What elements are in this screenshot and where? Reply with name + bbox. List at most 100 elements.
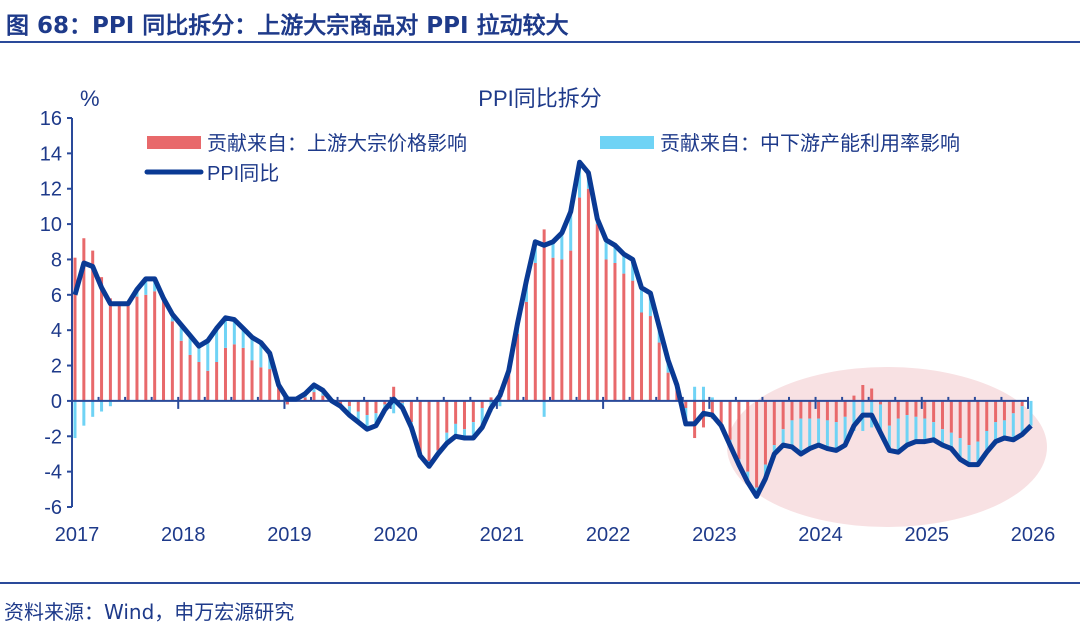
- legend-label-midstream: 贡献来自：中下游产能利用率影响: [660, 132, 960, 155]
- bar-midstream: [392, 400, 396, 414]
- y-tick-label: 4: [51, 320, 62, 342]
- bar-upstream: [480, 400, 484, 408]
- bar-upstream: [285, 400, 289, 405]
- bar-upstream: [852, 395, 856, 401]
- bar-midstream: [259, 342, 263, 368]
- bar-upstream: [153, 291, 157, 401]
- bar-midstream: [604, 240, 608, 260]
- bar-midstream: [480, 407, 484, 428]
- bar-upstream: [994, 400, 998, 423]
- bar-midstream: [958, 438, 962, 460]
- bar-upstream: [808, 400, 812, 419]
- bar-midstream: [365, 415, 369, 430]
- x-tick-label: 2020: [373, 524, 418, 546]
- bar-upstream: [790, 400, 794, 421]
- bar-upstream: [640, 312, 644, 401]
- bar-upstream: [321, 395, 325, 401]
- bar-upstream: [551, 257, 555, 401]
- bar-upstream: [905, 400, 909, 416]
- bar-upstream: [622, 273, 626, 401]
- bar-midstream: [710, 397, 714, 401]
- bar-upstream: [799, 400, 803, 419]
- y-tick-labels: 16 14 12 10 8 6 4 2 0 -2 -4 -6: [40, 108, 62, 519]
- source-note: 资料来源：Wind，申万宏源研究: [4, 600, 295, 624]
- bar-midstream: [914, 416, 918, 442]
- bar-upstream: [861, 384, 865, 401]
- bar-midstream: [374, 413, 378, 426]
- bar-midstream: [462, 429, 466, 439]
- bar-midstream: [73, 400, 77, 439]
- bar-upstream: [507, 374, 511, 401]
- x-tick-label: 2026: [1011, 524, 1056, 546]
- bar-midstream: [790, 420, 794, 447]
- bar-upstream: [215, 362, 219, 401]
- bar-upstream: [516, 333, 520, 401]
- y-axis-unit: %: [80, 86, 100, 111]
- bar-midstream: [250, 337, 254, 361]
- bar-upstream: [684, 400, 688, 408]
- bar-midstream: [640, 287, 644, 313]
- legend-label-ppi: PPI同比: [207, 162, 279, 185]
- bar-upstream: [179, 340, 183, 401]
- bar-upstream: [524, 301, 528, 401]
- bar-upstream: [250, 360, 254, 401]
- bar-upstream: [719, 400, 723, 424]
- bar-upstream: [436, 400, 440, 451]
- footer-divider: [0, 582, 1080, 584]
- bar-upstream: [737, 400, 741, 460]
- bar-midstream: [887, 425, 891, 451]
- bar-upstream: [932, 400, 936, 423]
- chart-title: PPI同比拆分: [478, 86, 601, 111]
- bar-upstream: [976, 400, 980, 442]
- bar-upstream: [188, 354, 192, 401]
- bar-upstream: [586, 188, 590, 401]
- bar-midstream: [206, 340, 210, 371]
- bar-upstream: [763, 400, 767, 465]
- x-tick-labels: 2017 2018 2019 2020 2021 2022 2023 2024 2025 2026: [55, 524, 1056, 546]
- y-tick-label: -2: [44, 426, 62, 448]
- legend: 贡献来自：上游大宗价格影响 贡献来自：中下游产能利用率影响 PPI同比: [144, 132, 960, 185]
- bar-midstream: [223, 317, 227, 348]
- bar-upstream: [693, 400, 697, 439]
- bar-upstream: [755, 400, 759, 488]
- y-tick-label: 6: [51, 285, 62, 307]
- y-tick-label: -6: [44, 497, 62, 519]
- bar-upstream: [958, 400, 962, 439]
- bar-midstream: [693, 386, 697, 401]
- bar-upstream: [223, 347, 227, 401]
- y-tick-label: 2: [51, 356, 62, 378]
- bar-upstream: [666, 372, 670, 401]
- bar-upstream: [879, 400, 883, 405]
- bar-midstream: [356, 411, 360, 423]
- bar-upstream: [418, 400, 422, 453]
- bar-upstream: [870, 388, 874, 401]
- y-tick-label: 0: [51, 391, 62, 413]
- bar-midstream: [82, 400, 86, 426]
- x-tick-label: 2024: [798, 524, 843, 546]
- bar-midstream: [817, 418, 821, 446]
- bar-midstream: [808, 418, 812, 449]
- bar-upstream: [445, 400, 449, 433]
- bar-upstream: [1011, 400, 1015, 414]
- bar-midstream: [949, 432, 953, 449]
- bar-upstream: [569, 250, 573, 401]
- bar-upstream: [427, 400, 431, 462]
- bar-upstream: [967, 400, 971, 446]
- bar-upstream: [392, 386, 396, 401]
- bar-midstream: [648, 293, 652, 317]
- bar-upstream: [1020, 400, 1024, 407]
- bar-midstream: [799, 418, 803, 454]
- bar-midstream: [985, 430, 989, 453]
- y-tick-label: 8: [51, 249, 62, 271]
- legend-swatch-midstream: [600, 136, 654, 149]
- x-tick-label: 2019: [267, 524, 312, 546]
- bar-midstream: [560, 232, 564, 260]
- bar-upstream: [710, 400, 714, 419]
- bar-midstream: [976, 441, 980, 465]
- x-tick-label: 2023: [692, 524, 737, 546]
- bar-upstream: [834, 400, 838, 423]
- bar-upstream: [887, 400, 891, 426]
- bar-upstream: [542, 229, 546, 401]
- y-tick-label: 14: [40, 143, 62, 165]
